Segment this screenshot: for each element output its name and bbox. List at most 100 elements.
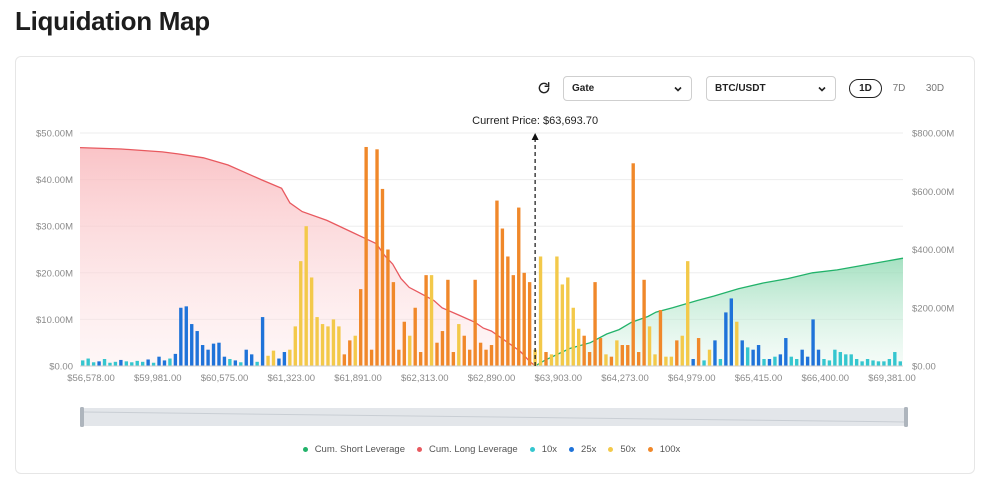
leverage-bar-10x — [849, 354, 853, 366]
leverage-bar-25x — [282, 352, 287, 366]
chevron-down-icon — [674, 86, 682, 92]
leverage-bar-100x — [609, 356, 614, 366]
period-30d-button[interactable]: 30D — [925, 83, 945, 94]
leverage-bar-25x — [691, 359, 695, 366]
leverage-bar-100x — [511, 275, 515, 366]
x-tick-label: $61,891.00 — [334, 373, 382, 384]
right-tick-label: $600.00M — [912, 187, 954, 198]
legend-label: Cum. Long Leverage — [428, 444, 518, 455]
leverage-bar-25x — [173, 353, 178, 366]
current-price-label: Current Price: $63,693.70 — [472, 115, 598, 127]
leverage-bar-50x — [549, 354, 554, 366]
leverage-bar-10x — [113, 361, 118, 366]
pair-select[interactable]: BTC/USDT — [706, 76, 836, 101]
leverage-bar-25x — [811, 319, 815, 366]
leverage-bar-10x — [838, 352, 843, 366]
leverage-bar-25x — [222, 356, 227, 366]
leverage-bar-25x — [217, 342, 221, 366]
leverage-bar-10x — [762, 359, 766, 366]
leverage-bar-100x — [473, 279, 477, 366]
x-tick-label: $65,415.00 — [735, 373, 783, 384]
left-tick-label: $0.00 — [49, 362, 73, 373]
leverage-bar-100x — [348, 340, 352, 366]
leverage-bar-10x — [168, 358, 172, 366]
legend-item[interactable]: 10x — [529, 444, 558, 455]
legend-label: 10x — [541, 444, 558, 455]
period-1d-button[interactable]: 1D — [849, 79, 882, 98]
leverage-bar-10x — [140, 361, 145, 366]
leverage-bar-50x — [604, 354, 608, 366]
leverage-bar-50x — [555, 256, 559, 366]
legend-item[interactable]: Cum. Long Leverage — [416, 444, 518, 455]
leverage-bar-10x — [91, 362, 96, 366]
leverage-bar-25x — [756, 345, 761, 366]
legend-dot-icon — [302, 447, 308, 452]
cumulative-areas — [79, 146, 904, 367]
leverage-bar-100x — [675, 340, 679, 366]
leverage-bar-25x — [233, 360, 238, 366]
slider-left-handle[interactable] — [80, 407, 84, 427]
leverage-bar-50x — [669, 356, 674, 366]
leverage-bar-100x — [598, 338, 603, 366]
chevron-down-icon — [818, 86, 826, 92]
legend-dot-icon — [569, 447, 575, 452]
leverage-bar-50x — [538, 256, 543, 366]
leverage-bar-50x — [429, 275, 434, 366]
leverage-bar-100x — [446, 279, 450, 366]
leverage-bar-100x — [544, 352, 548, 366]
leverage-bar-10x — [844, 354, 848, 366]
leverage-bar-10x — [151, 362, 156, 366]
leverage-bar-10x — [827, 360, 832, 366]
exchange-select[interactable]: Gate — [563, 76, 692, 101]
leverage-bar-100x — [435, 342, 439, 366]
leverage-bar-10x — [887, 359, 892, 366]
leverage-bar-50x — [647, 326, 652, 366]
leverage-bar-50x — [686, 261, 690, 366]
leverage-bar-25x — [260, 317, 265, 366]
leverage-bar-50x — [615, 340, 619, 366]
leverage-bar-100x — [380, 188, 385, 366]
leverage-bar-10x — [124, 361, 129, 366]
legend-item[interactable]: 50x — [608, 444, 636, 455]
leverage-bar-50x — [299, 261, 303, 366]
leverage-bar-100x — [484, 349, 488, 366]
leverage-bar-100x — [495, 200, 499, 366]
leverage-bar-50x — [288, 349, 292, 366]
leverage-bar-25x — [179, 307, 183, 366]
leverage-bar-10x — [745, 347, 750, 366]
slider-right-handle[interactable] — [904, 407, 908, 427]
leverage-bar-100x — [359, 289, 363, 366]
leverage-bar-10x — [795, 359, 799, 366]
legend-dot-icon — [647, 447, 653, 452]
leverage-bar-100x — [631, 163, 635, 366]
axes: $0.00 $10.00M $20.00M $30.00M $40.00M $50.00M… — [36, 129, 954, 385]
x-tick-label: $61,323.00 — [267, 373, 315, 384]
leverage-bar-100x — [587, 352, 592, 366]
leverage-bar-100x — [369, 349, 374, 366]
leverage-bar-50x — [326, 326, 330, 366]
legend-item[interactable]: Cum. Short Leverage — [302, 444, 405, 455]
leverage-bar-10x — [860, 361, 864, 366]
x-tick-label: $64,273.00 — [601, 373, 649, 384]
x-tick-label: $59,981.00 — [134, 373, 182, 384]
leverage-bar-25x — [713, 340, 717, 366]
leverage-bar-100x — [413, 307, 417, 366]
leverage-bar-100x — [696, 338, 701, 366]
period-7d-button[interactable]: 7D — [892, 83, 906, 94]
legend-item[interactable]: 100x — [647, 444, 681, 455]
refresh-button[interactable] — [535, 79, 553, 97]
leverage-bar-100x — [636, 352, 641, 366]
legend-item[interactable]: 25x — [569, 444, 596, 455]
leverage-bar-50x — [266, 355, 270, 366]
leverage-bar-25x — [250, 354, 254, 366]
range-slider[interactable] — [80, 407, 908, 427]
page-title: Liquidation Map — [15, 6, 210, 36]
leverage-bar-10x — [135, 360, 139, 366]
leverage-bar-25x — [784, 338, 788, 366]
right-tick-label: $400.00M — [912, 245, 954, 256]
x-tick-label: $66,400.00 — [801, 373, 849, 384]
leverage-bar-10x — [789, 356, 793, 366]
legend-label: 100x — [659, 444, 681, 455]
leverage-bar-10x — [822, 359, 826, 366]
legend-label: Cum. Short Leverage — [314, 444, 405, 455]
